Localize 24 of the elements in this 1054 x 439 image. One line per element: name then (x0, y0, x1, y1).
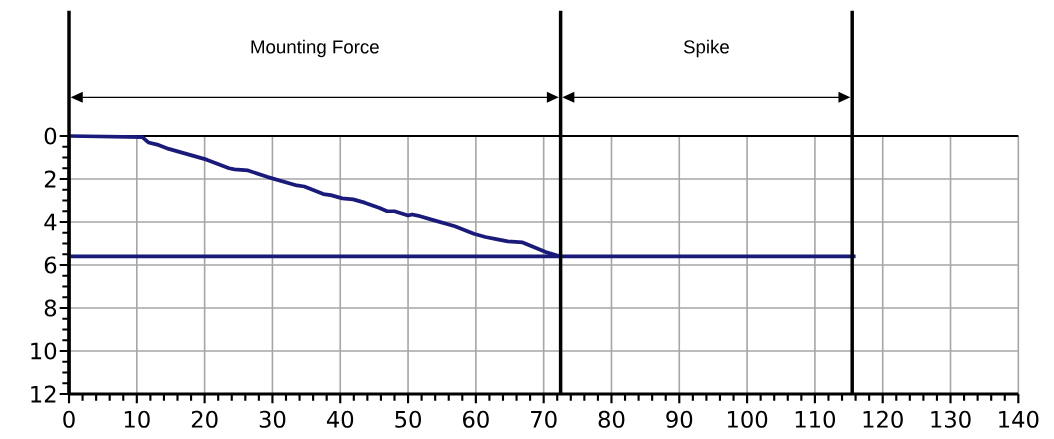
y-tick-label: 2 (44, 170, 56, 188)
x-tick-label: 30 (259, 410, 286, 428)
x-tick-label: 120 (863, 410, 903, 428)
x-tick-label: 110 (795, 410, 836, 428)
x-tick-label: 50 (395, 410, 421, 428)
x-tick-label: 100 (727, 410, 768, 428)
y-tick-label: 4 (44, 213, 57, 231)
y-tick-label: 10 (31, 342, 57, 360)
y-tick-label: 0 (44, 127, 57, 145)
x-tick-label: 0 (63, 410, 75, 428)
x-tick-label: 70 (531, 410, 557, 428)
x-tick-label: 10 (124, 410, 150, 428)
y-tick-label: 8 (44, 299, 57, 317)
x-tick-label: 130 (931, 410, 971, 428)
x-tick-label: 60 (463, 410, 489, 428)
y-tick-label: 12 (31, 385, 56, 403)
x-tick-label: 90 (666, 410, 693, 428)
text: Spike (683, 39, 729, 58)
x-tick-label: 140 (999, 410, 1039, 428)
y-tick-label: 6 (44, 256, 57, 274)
x-tick-label: 40 (326, 410, 354, 428)
x-tick-label: 80 (598, 410, 625, 428)
x-tick-label: 20 (191, 410, 218, 428)
text: Mounting Force (251, 39, 379, 58)
